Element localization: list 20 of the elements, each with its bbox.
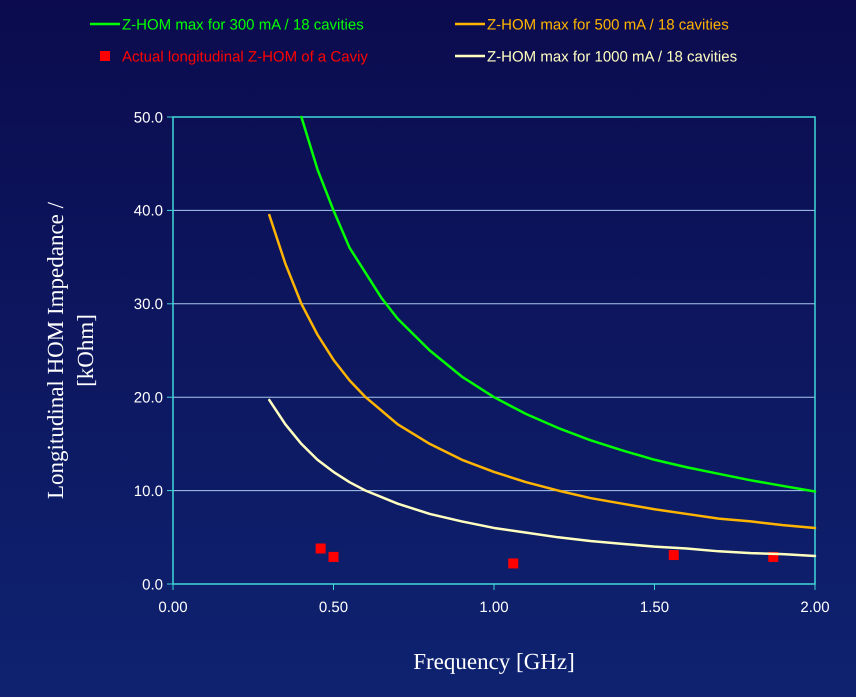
line-series	[268, 214, 816, 530]
line-series	[268, 398, 816, 558]
x-tick-label: 1.00	[479, 599, 509, 616]
y-tick-label: 10.0	[134, 482, 163, 500]
legend-label: Z-HOM max for 300 mA / 18 cavities	[122, 16, 364, 34]
y-tick-label: 30.0	[134, 296, 163, 314]
y-tick-label: 0.0	[142, 576, 163, 594]
y-axis-title: Longitudinal HOM Impedance / [kOhm]	[43, 201, 98, 500]
x-tick-label: 0.00	[158, 599, 188, 616]
y-tick-label: 20.0	[134, 389, 163, 406]
y-tick-label: 50.0	[134, 109, 163, 126]
legend-label: Z-HOM max for 500 mA / 18 cavities	[487, 16, 729, 34]
legend-label: Actual longitudinal Z-HOM of a Caviy	[122, 48, 368, 66]
x-axis-title: Frequency [GHz]	[413, 649, 575, 674]
legend-label: Z-HOM max for 1000 mA / 18 cavities	[487, 48, 738, 66]
line-series	[300, 116, 816, 493]
x-tick-label: 0.50	[318, 599, 348, 616]
y-tick-label: 40.0	[134, 202, 163, 220]
x-tick-label: 2.00	[800, 599, 830, 616]
x-tick-label: 1.50	[640, 599, 670, 616]
